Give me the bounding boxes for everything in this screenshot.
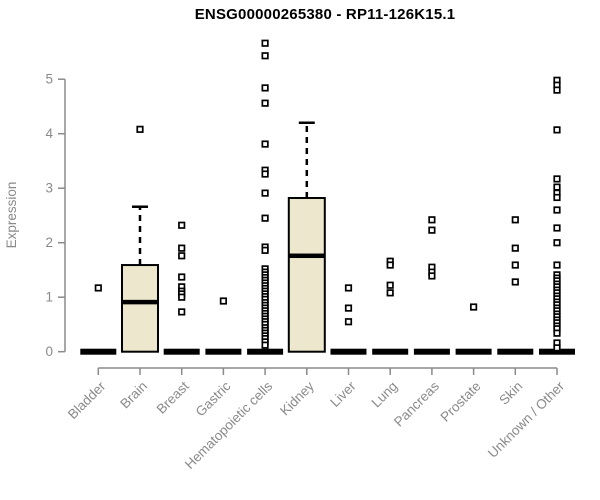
- outlier-point: [261, 246, 269, 254]
- box-rect: [121, 264, 159, 353]
- y-tick-label: 3: [45, 181, 53, 196]
- outlier-point: [136, 125, 144, 133]
- outlier-point: [553, 224, 561, 232]
- zero-bar: [247, 348, 284, 355]
- outlier-point: [261, 214, 269, 222]
- outlier-point: [178, 221, 186, 229]
- outlier-point: [511, 244, 519, 252]
- outlier-point: [553, 329, 561, 337]
- y-tick-label: 1: [45, 290, 53, 305]
- outlier-point: [553, 175, 561, 183]
- outlier-point: [261, 189, 269, 197]
- y-tick-label: 4: [45, 126, 53, 141]
- zero-bar: [497, 348, 534, 355]
- zero-bar: [330, 348, 367, 355]
- outlier-point: [261, 140, 269, 148]
- outlier-point: [386, 261, 394, 269]
- outlier-point: [428, 272, 436, 280]
- zero-bar: [413, 348, 450, 355]
- y-tick-label: 5: [45, 72, 53, 87]
- outlier-point: [178, 273, 186, 281]
- outlier-point: [219, 297, 227, 305]
- x-category-label: Unknown / Other: [485, 378, 568, 461]
- chart-title: ENSG00000265380 - RP11-126K15.1: [194, 6, 456, 23]
- outlier-point: [553, 344, 561, 352]
- outlier-point: [261, 170, 269, 178]
- x-category-label: Gastric: [193, 378, 234, 419]
- outlier-point: [428, 216, 436, 224]
- outlier-point: [344, 318, 353, 326]
- outlier-point: [511, 278, 519, 286]
- y-tick-label: 0: [45, 344, 53, 359]
- outlier-point: [261, 84, 269, 92]
- outlier-point: [178, 252, 186, 260]
- outlier-point: [553, 126, 561, 134]
- outlier-point: [94, 284, 102, 292]
- outlier-point: [261, 341, 269, 349]
- x-category-label: Brain: [117, 379, 150, 412]
- outlier-point: [178, 293, 186, 301]
- zero-bar: [372, 348, 409, 355]
- outlier-point: [511, 216, 519, 224]
- zero-bar: [539, 348, 575, 355]
- outlier-point: [553, 261, 561, 269]
- zero-bar: [205, 348, 242, 355]
- outlier-point: [386, 289, 394, 297]
- outlier-point: [261, 99, 269, 107]
- zero-bar: [163, 348, 200, 355]
- y-tick-label: 2: [45, 235, 53, 250]
- outlier-point: [344, 284, 353, 292]
- x-category-label: Breast: [154, 378, 192, 416]
- outlier-point: [386, 281, 394, 289]
- median-line: [288, 253, 325, 259]
- x-category-label: Pancreas: [391, 378, 442, 429]
- outlier-point: [511, 261, 519, 269]
- outlier-point: [553, 86, 561, 94]
- x-category-label: Lung: [368, 379, 400, 411]
- box-rect: [287, 197, 326, 353]
- outlier-point: [261, 39, 269, 47]
- outlier-point: [178, 308, 186, 316]
- outlier-point: [178, 244, 186, 252]
- outlier-point: [553, 183, 561, 191]
- outlier-point: [553, 239, 561, 247]
- outlier-point: [261, 52, 269, 60]
- x-category-label: Prostate: [438, 379, 484, 425]
- x-category-label: Skin: [496, 379, 525, 408]
- zero-bar: [455, 348, 492, 355]
- zero-bar: [80, 348, 117, 355]
- outlier-point: [428, 226, 436, 234]
- x-category-label: Liver: [327, 378, 359, 410]
- outlier-point: [553, 206, 561, 214]
- outlier-point: [344, 304, 353, 312]
- outlier-point: [553, 193, 561, 202]
- x-category-label: Bladder: [65, 378, 109, 422]
- x-category-label: Kidney: [277, 378, 317, 418]
- outlier-point: [470, 303, 478, 311]
- median-line: [122, 299, 158, 305]
